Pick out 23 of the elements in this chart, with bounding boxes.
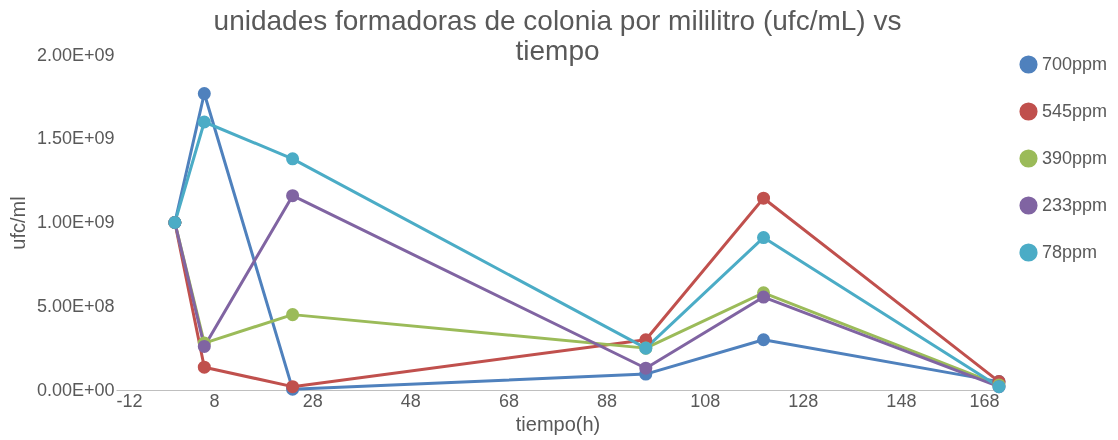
x-tick-label: 88 bbox=[597, 390, 618, 411]
x-tick-label: 128 bbox=[788, 390, 819, 411]
x-tick-label: 68 bbox=[498, 390, 519, 411]
x-tick-label: 108 bbox=[690, 390, 721, 411]
x-tick-label: -12 bbox=[116, 390, 143, 411]
legend-label: 545ppm bbox=[1042, 100, 1108, 121]
x-tick-label: 48 bbox=[400, 390, 421, 411]
x-axis-title: tiempo(h) bbox=[515, 412, 601, 435]
y-axis-title: ufc/ml bbox=[6, 196, 29, 250]
y-tick-label: 0.00E+00 bbox=[36, 379, 115, 400]
chart-title: unidades formadoras de colonia por mililitro (ufc/mL) vs tiempo bbox=[213, 5, 902, 66]
legend-label: 700ppm bbox=[1042, 53, 1108, 74]
legend-label: 390ppm bbox=[1042, 147, 1108, 168]
x-tick-label: 8 bbox=[209, 390, 220, 411]
y-tick-label: 5.00E+08 bbox=[36, 295, 115, 316]
legend-label: 78ppm bbox=[1042, 241, 1098, 262]
y-tick-label: 1.00E+09 bbox=[36, 212, 115, 232]
x-tick-label: 148 bbox=[886, 390, 917, 411]
legend-label: 233ppm bbox=[1042, 194, 1108, 215]
x-tick-label: 28 bbox=[302, 390, 323, 411]
y-tick-label: 2.00E+09 bbox=[36, 44, 115, 65]
x-tick-label: 168 bbox=[969, 390, 1000, 411]
y-tick-label: 1.50E+09 bbox=[36, 128, 115, 149]
